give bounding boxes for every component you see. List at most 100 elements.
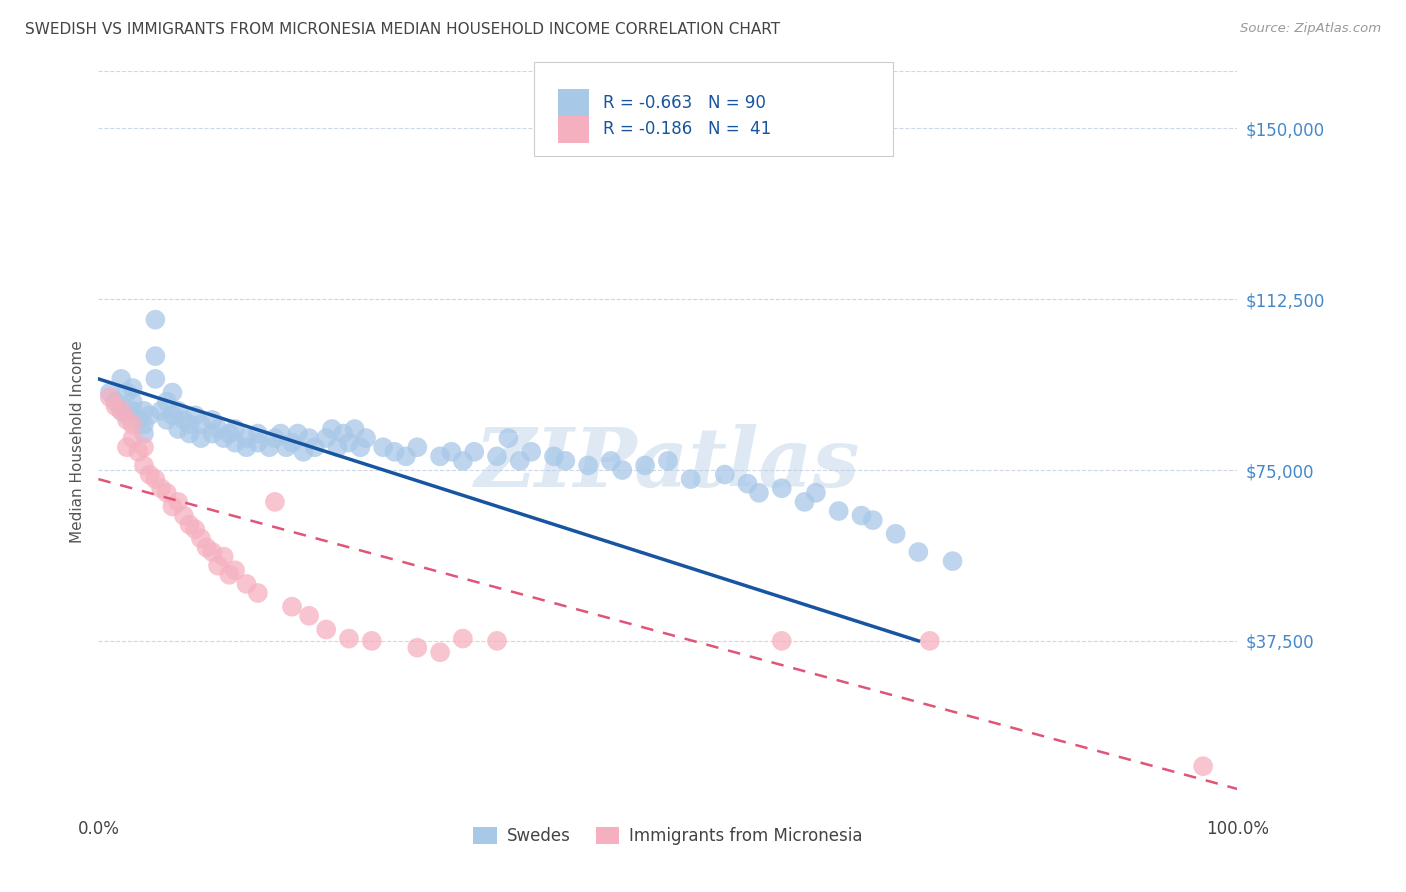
Point xyxy=(1192,759,1215,773)
Point xyxy=(246,586,269,600)
Point xyxy=(184,522,207,536)
Point xyxy=(543,450,565,464)
Point xyxy=(714,467,737,482)
Point xyxy=(332,426,354,441)
Point xyxy=(679,472,702,486)
Point xyxy=(138,409,160,423)
Point xyxy=(110,404,132,418)
Point xyxy=(360,633,382,648)
Point xyxy=(384,444,406,458)
Point xyxy=(281,599,304,614)
Text: SWEDISH VS IMMIGRANTS FROM MICRONESIA MEDIAN HOUSEHOLD INCOME CORRELATION CHART: SWEDISH VS IMMIGRANTS FROM MICRONESIA ME… xyxy=(25,22,780,37)
Point xyxy=(246,435,269,450)
Point xyxy=(145,349,167,363)
Point xyxy=(195,541,218,555)
Point xyxy=(115,440,138,454)
Point xyxy=(127,413,149,427)
Point xyxy=(167,422,190,436)
Point xyxy=(115,413,138,427)
Point xyxy=(304,440,326,454)
Point xyxy=(190,532,212,546)
Point xyxy=(429,645,451,659)
Point xyxy=(121,431,143,445)
Point xyxy=(520,444,543,458)
Point xyxy=(793,495,815,509)
Point xyxy=(184,409,207,423)
Point xyxy=(337,632,360,646)
Point xyxy=(104,399,127,413)
Point xyxy=(224,422,246,436)
Point xyxy=(371,440,394,454)
Point xyxy=(132,440,155,454)
Text: R = -0.186   N =  41: R = -0.186 N = 41 xyxy=(603,120,772,138)
Point xyxy=(162,385,184,400)
Point xyxy=(440,444,463,458)
Point xyxy=(770,633,793,648)
Legend: Swedes, Immigrants from Micronesia: Swedes, Immigrants from Micronesia xyxy=(467,820,869,852)
Text: Source: ZipAtlas.com: Source: ZipAtlas.com xyxy=(1240,22,1381,36)
Point xyxy=(115,409,138,423)
Point xyxy=(463,444,485,458)
Point xyxy=(156,485,179,500)
Point xyxy=(634,458,657,473)
Point xyxy=(162,409,184,423)
Point xyxy=(851,508,873,523)
Point xyxy=(498,431,520,445)
Point xyxy=(276,440,298,454)
Point xyxy=(451,632,474,646)
Point xyxy=(315,623,337,637)
Point xyxy=(98,385,121,400)
Point xyxy=(224,563,246,577)
Point xyxy=(554,454,576,468)
Point xyxy=(770,481,793,495)
Point xyxy=(264,495,287,509)
Point xyxy=(235,577,257,591)
Point xyxy=(264,431,287,445)
Point xyxy=(884,526,907,541)
Point xyxy=(212,549,235,564)
Point xyxy=(127,444,149,458)
Point xyxy=(287,426,309,441)
Point xyxy=(150,404,173,418)
Point xyxy=(486,450,509,464)
Point xyxy=(612,463,634,477)
Point xyxy=(657,454,679,468)
Point xyxy=(281,435,304,450)
Point xyxy=(259,440,281,454)
Point xyxy=(246,426,269,441)
Point xyxy=(115,385,138,400)
Point xyxy=(395,450,418,464)
Point xyxy=(162,500,184,514)
Point xyxy=(224,435,246,450)
Point xyxy=(145,372,167,386)
Point xyxy=(321,422,343,436)
Point xyxy=(201,545,224,559)
Text: ZIPatlas: ZIPatlas xyxy=(475,424,860,504)
Point xyxy=(132,426,155,441)
Point xyxy=(121,394,143,409)
Point xyxy=(509,454,531,468)
Point xyxy=(748,485,770,500)
Point xyxy=(235,440,257,454)
Point xyxy=(576,458,599,473)
Point xyxy=(406,440,429,454)
Point xyxy=(942,554,965,568)
Point xyxy=(104,394,127,409)
Point xyxy=(349,440,371,454)
Point xyxy=(156,413,179,427)
Point xyxy=(292,444,315,458)
Point xyxy=(486,633,509,648)
Point xyxy=(218,567,240,582)
Point xyxy=(326,440,349,454)
Point xyxy=(121,417,143,432)
Point xyxy=(145,312,167,326)
Point xyxy=(600,454,623,468)
Point xyxy=(110,404,132,418)
Point xyxy=(298,431,321,445)
Point xyxy=(451,454,474,468)
Point xyxy=(354,431,377,445)
Point xyxy=(98,390,121,404)
Point xyxy=(429,450,451,464)
Point xyxy=(907,545,929,559)
Point xyxy=(862,513,884,527)
